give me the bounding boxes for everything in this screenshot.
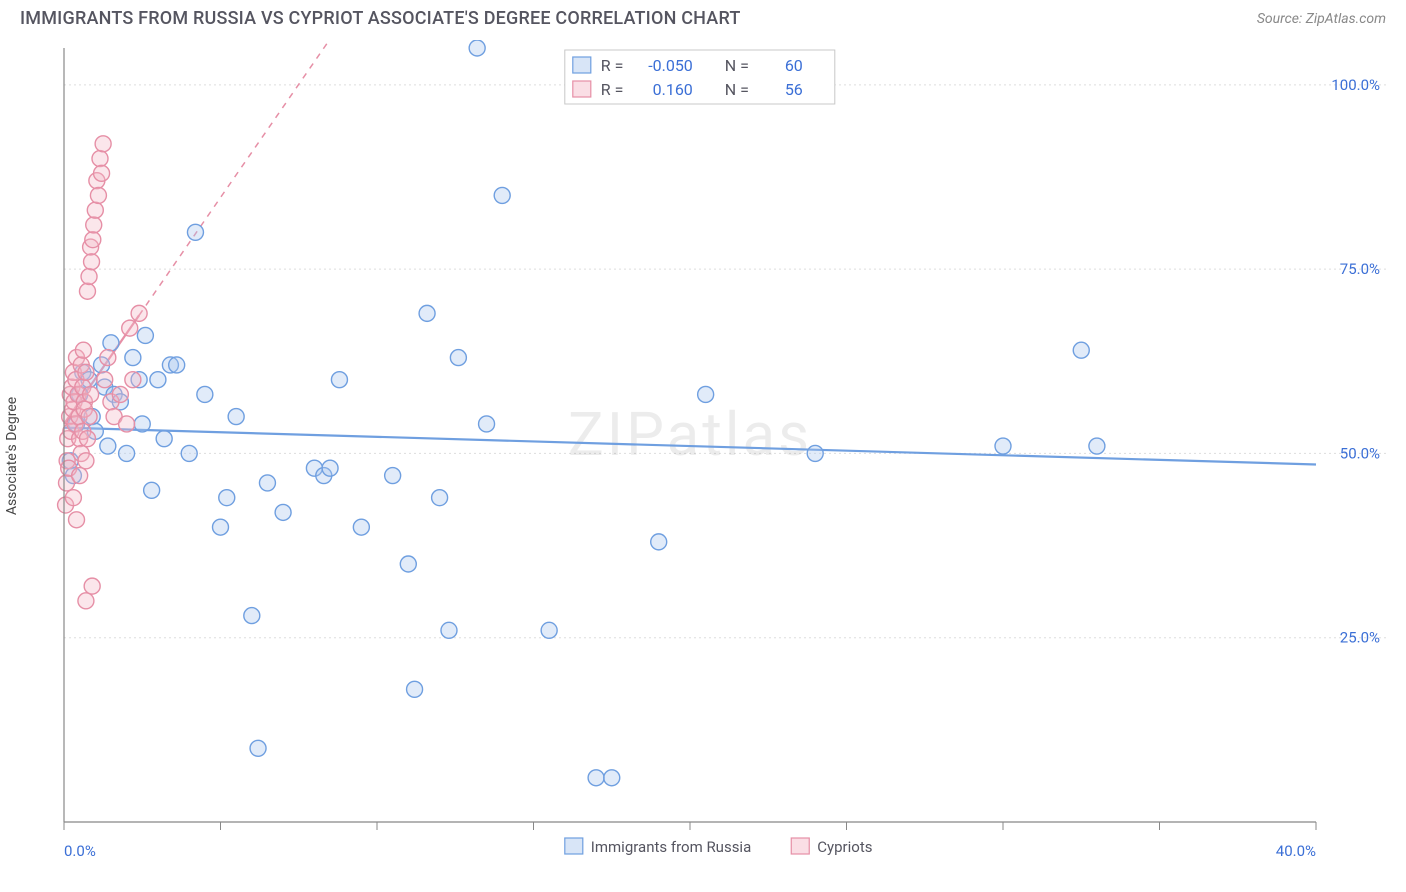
data-point xyxy=(97,372,113,388)
data-point xyxy=(275,504,291,520)
legend-swatch xyxy=(565,838,583,854)
data-point xyxy=(90,187,106,203)
legend-n-value: 60 xyxy=(785,56,803,75)
data-point xyxy=(144,482,160,498)
data-point xyxy=(84,254,100,270)
y-tick-label: 75.0% xyxy=(1340,260,1380,278)
legend-n-value: 56 xyxy=(785,80,803,99)
data-point xyxy=(219,490,235,506)
x-tick-label: 0.0% xyxy=(64,842,96,860)
legend-r-label: R = xyxy=(601,80,624,99)
data-point xyxy=(86,217,102,233)
data-point xyxy=(95,136,111,152)
data-point xyxy=(604,770,620,786)
data-point xyxy=(100,438,116,454)
data-point xyxy=(995,438,1011,454)
legend-r-label: R = xyxy=(601,56,624,75)
data-point xyxy=(479,416,495,432)
data-point xyxy=(150,372,166,388)
data-point xyxy=(169,357,185,373)
legend-swatch xyxy=(573,57,591,73)
data-point xyxy=(213,519,229,535)
data-point xyxy=(83,386,99,402)
legend-swatch xyxy=(573,81,591,97)
data-point xyxy=(651,534,667,550)
data-point xyxy=(94,165,110,181)
data-point xyxy=(103,335,119,351)
legend-r-value: -0.050 xyxy=(648,56,693,75)
data-point xyxy=(1073,342,1089,358)
data-point xyxy=(698,386,714,402)
data-point xyxy=(79,283,95,299)
data-point xyxy=(69,512,85,528)
data-point xyxy=(259,475,275,491)
scatter-chart: ZIPatlas 0.0% 40.0% 25.0% 50.0% 75.0% 100.0% R … xyxy=(50,40,1386,872)
data-point xyxy=(450,350,466,366)
data-point xyxy=(137,327,153,343)
data-point xyxy=(119,416,135,432)
data-point xyxy=(85,232,101,248)
data-point xyxy=(441,622,457,638)
data-point xyxy=(84,578,100,594)
legend-r-value: 0.160 xyxy=(653,80,693,99)
data-point xyxy=(78,453,94,469)
data-point xyxy=(65,490,81,506)
data-point xyxy=(407,681,423,697)
data-point xyxy=(469,40,485,56)
data-point xyxy=(541,622,557,638)
data-point xyxy=(125,372,141,388)
legend-n-label: N = xyxy=(725,56,749,75)
data-point xyxy=(72,468,88,484)
data-point xyxy=(119,445,135,461)
data-point xyxy=(181,445,197,461)
data-point xyxy=(419,305,435,321)
data-point xyxy=(353,519,369,535)
data-point xyxy=(134,416,150,432)
data-point xyxy=(228,409,244,425)
data-point xyxy=(78,593,94,609)
data-point xyxy=(807,445,823,461)
data-point xyxy=(87,202,103,218)
data-point xyxy=(588,770,604,786)
chart-title: IMMIGRANTS FROM RUSSIA VS CYPRIOT ASSOCI… xyxy=(20,8,741,29)
data-point xyxy=(322,460,338,476)
data-point xyxy=(432,490,448,506)
watermark: ZIPatlas xyxy=(568,399,812,470)
data-point xyxy=(131,305,147,321)
data-point xyxy=(244,608,260,624)
plot-region: Associate's Degree ZIPatlas0.0%40.0%25.0… xyxy=(20,40,1386,872)
source-attribution: Source: ZipAtlas.com xyxy=(1257,11,1386,27)
data-point xyxy=(79,431,95,447)
data-point xyxy=(400,556,416,572)
data-point xyxy=(75,342,91,358)
y-tick-label: 100.0% xyxy=(1331,76,1380,94)
legend-series-label: Immigrants from Russia xyxy=(591,838,751,856)
x-tick-label: 40.0% xyxy=(1276,842,1316,860)
data-point xyxy=(331,372,347,388)
legend-series-label: Cypriots xyxy=(817,838,872,856)
data-point xyxy=(156,431,172,447)
data-point xyxy=(92,151,108,167)
y-tick-label: 50.0% xyxy=(1340,444,1380,462)
legend-swatch xyxy=(791,838,809,854)
trend-line-extension xyxy=(139,40,502,315)
data-point xyxy=(250,740,266,756)
data-point xyxy=(187,224,203,240)
data-point xyxy=(494,187,510,203)
data-point xyxy=(122,320,138,336)
data-point xyxy=(81,409,97,425)
y-axis-label: Associate's Degree xyxy=(4,397,20,515)
data-point xyxy=(78,364,94,380)
data-point xyxy=(197,386,213,402)
legend-n-label: N = xyxy=(725,80,749,99)
y-tick-label: 25.0% xyxy=(1340,629,1380,647)
data-point xyxy=(1089,438,1105,454)
data-point xyxy=(125,350,141,366)
data-point xyxy=(81,269,97,285)
data-point xyxy=(385,468,401,484)
data-point xyxy=(100,350,116,366)
data-point xyxy=(112,386,128,402)
